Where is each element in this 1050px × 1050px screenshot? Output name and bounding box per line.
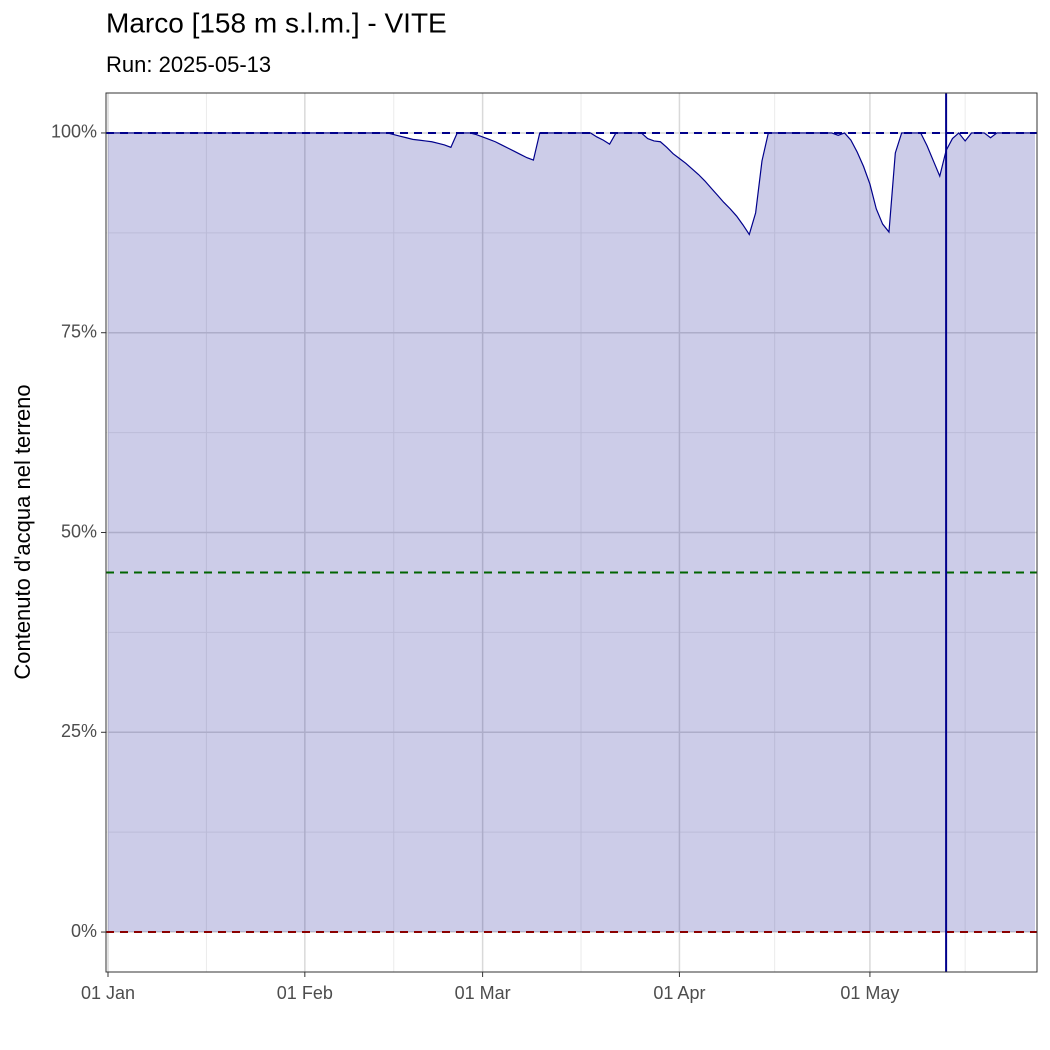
- x-tick-label: 01 Jan: [81, 983, 135, 1003]
- x-tick-label: 01 Feb: [277, 983, 333, 1003]
- y-axis-label: Contenuto d'acqua nel terreno: [10, 384, 35, 679]
- y-tick-label: 100%: [51, 122, 97, 142]
- y-tick-label: 50%: [61, 521, 97, 541]
- y-tick-label: 0%: [71, 921, 97, 941]
- area: [108, 132, 1035, 933]
- y-tick-label: 75%: [61, 321, 97, 341]
- chart-subtitle: Run: 2025-05-13: [106, 52, 271, 77]
- x-tick-label: 01 Mar: [455, 983, 511, 1003]
- plot-border: [105, 92, 1038, 973]
- y-tick-label: 25%: [61, 721, 97, 741]
- x-tick-label: 01 May: [840, 983, 899, 1003]
- x-tick-label: 01 Apr: [653, 983, 705, 1003]
- chart-title: Marco [158 m s.l.m.] - VITE: [106, 7, 447, 38]
